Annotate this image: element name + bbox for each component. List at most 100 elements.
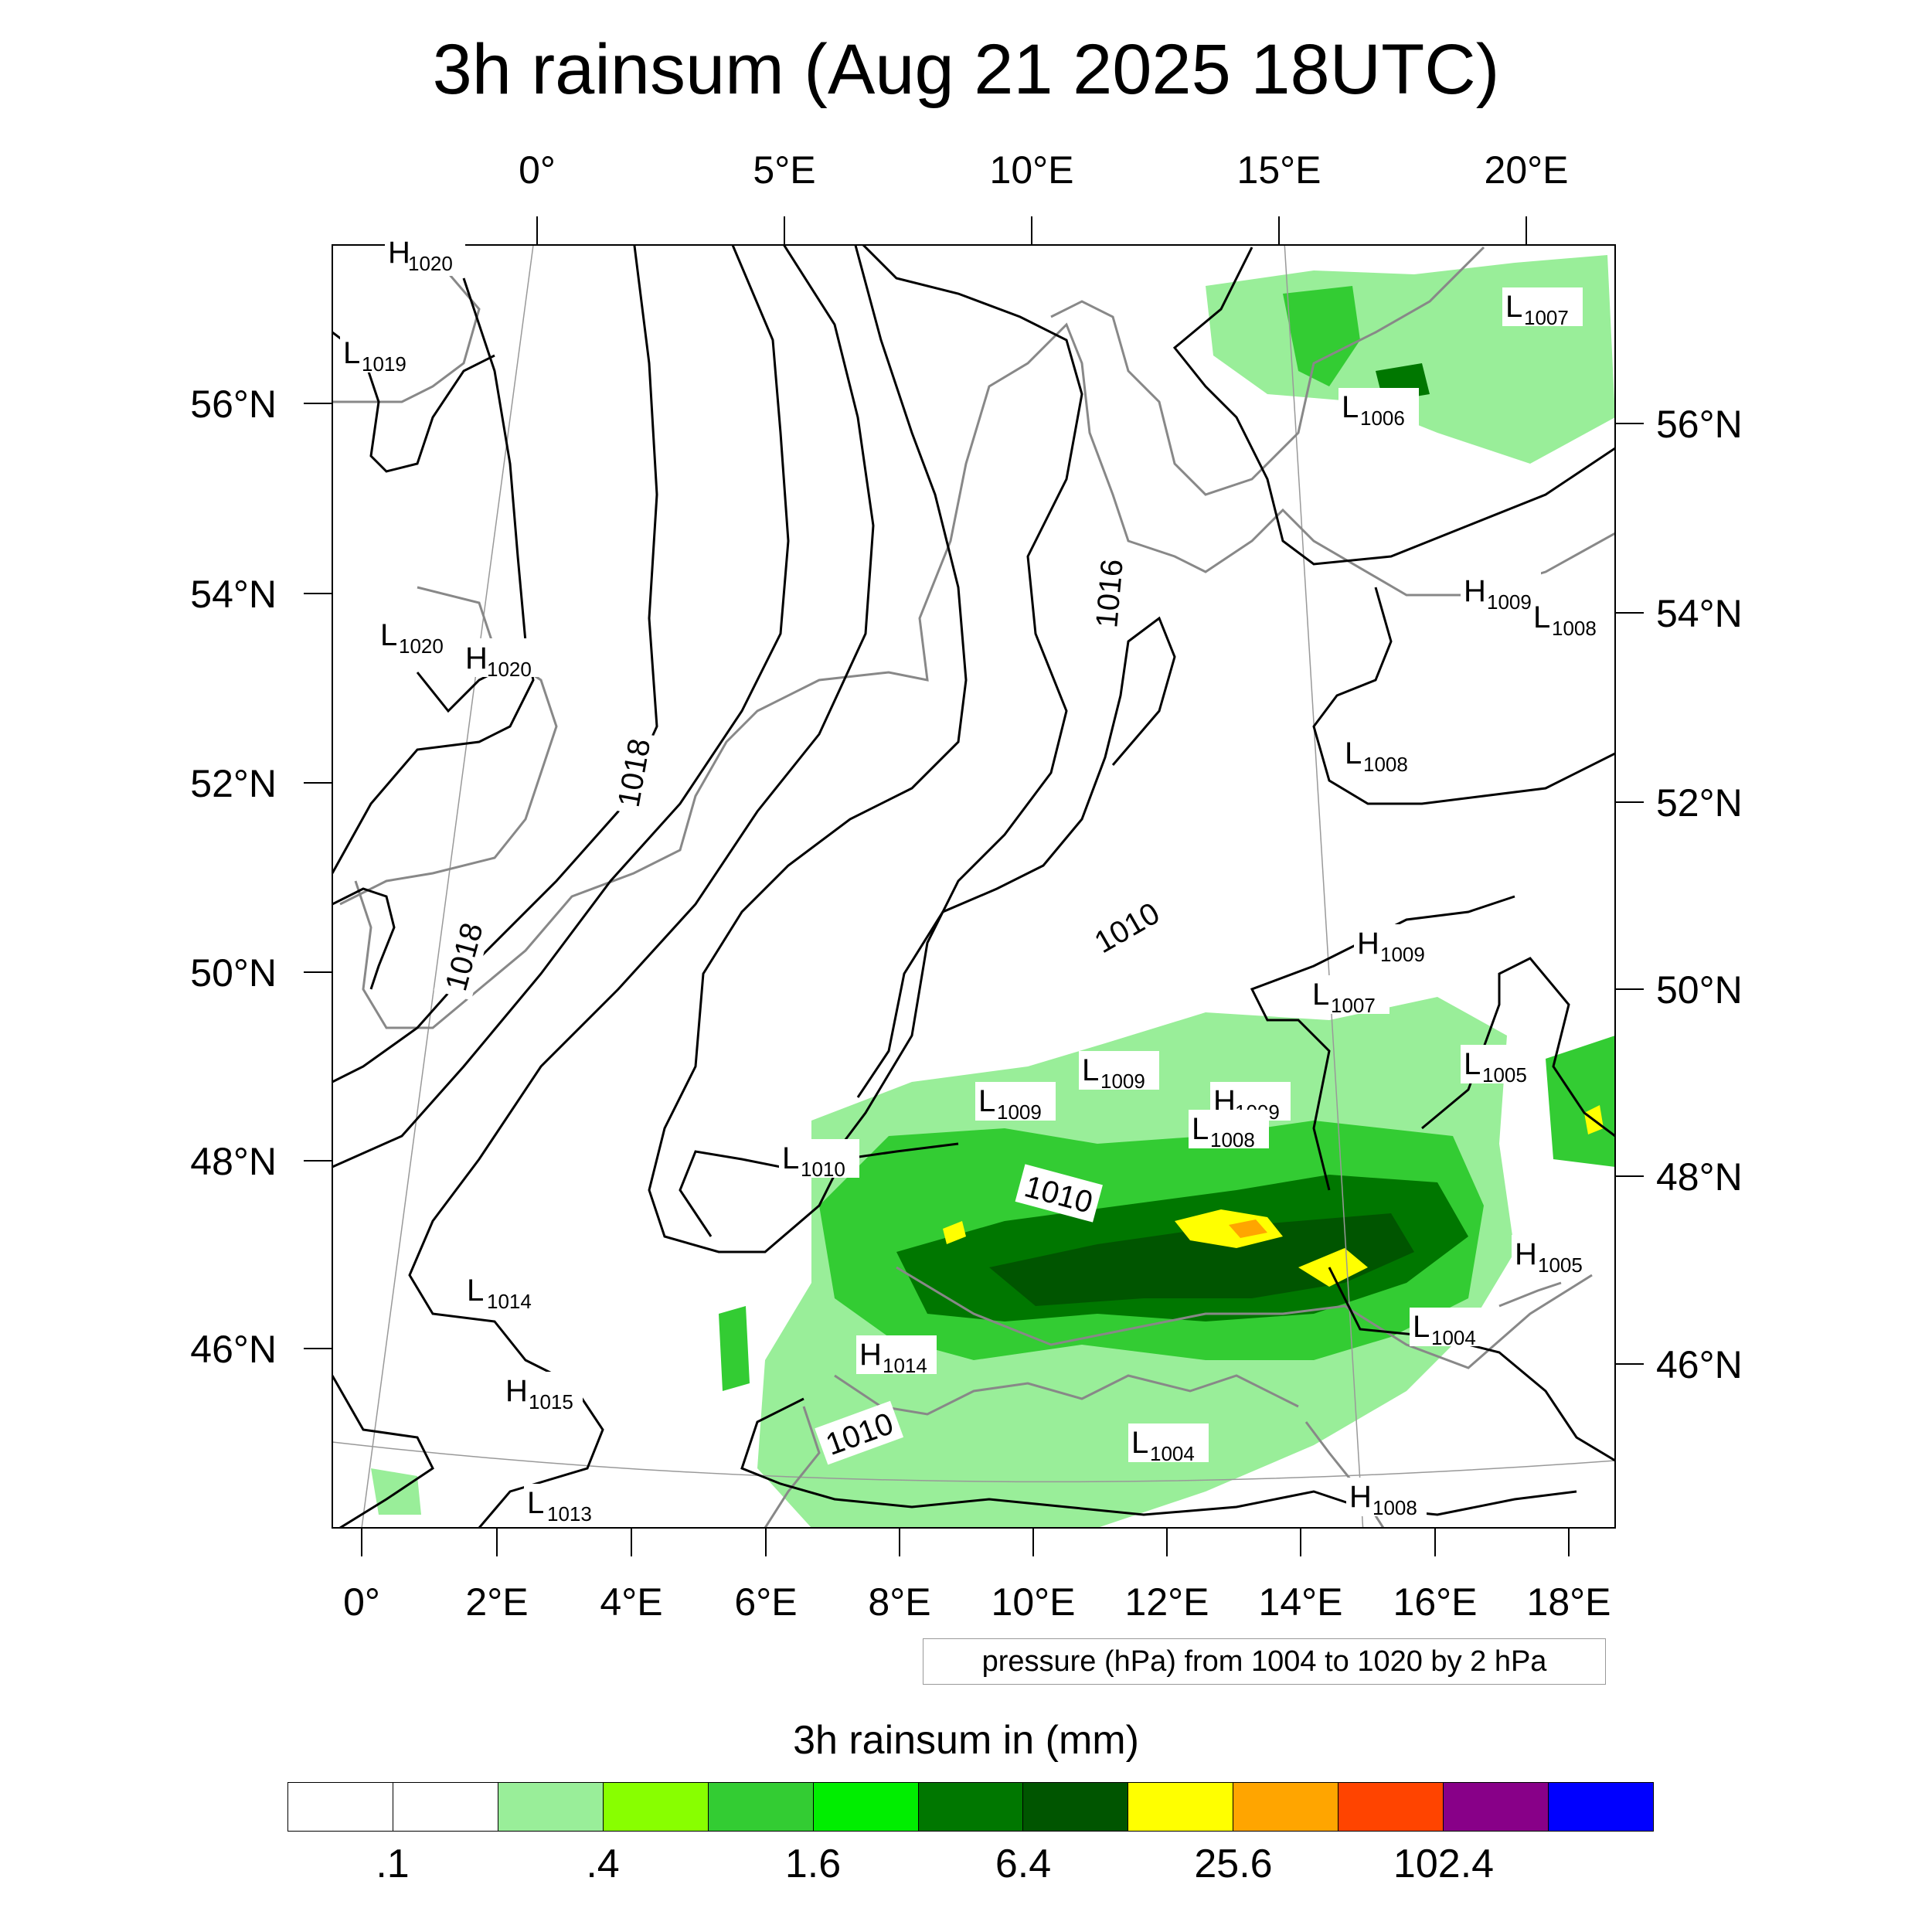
svg-text:H: H <box>1349 1480 1372 1514</box>
svg-text:1005: 1005 <box>1482 1063 1527 1087</box>
tick-label: 14°E <box>1259 1580 1343 1624</box>
pressure-center: L 1008 <box>1189 1110 1269 1151</box>
tick-label: 48°N <box>1656 1155 1743 1199</box>
pressure-center: L 1007 <box>1309 975 1389 1017</box>
tick-label: 8°E <box>868 1580 930 1624</box>
tick-label: 0° <box>519 148 556 192</box>
precipitation-field <box>371 255 1615 1528</box>
svg-text:1006: 1006 <box>1360 406 1405 430</box>
svg-text:1015: 1015 <box>529 1390 573 1413</box>
tick-label: 50°N <box>190 951 277 995</box>
svg-text:L: L <box>467 1274 484 1308</box>
svg-text:1008: 1008 <box>1210 1128 1255 1151</box>
tick-label: 46°N <box>190 1328 277 1371</box>
right-lat-labels: 56°N 54°N 52°N 50°N 48°N 46°N <box>1656 403 1743 1386</box>
isobar-label: 1018 <box>607 730 659 816</box>
svg-text:1008: 1008 <box>1372 1496 1417 1519</box>
svg-text:L: L <box>1505 290 1522 324</box>
rain-core-orange <box>1229 1219 1267 1238</box>
svg-text:1007: 1007 <box>1524 306 1569 329</box>
svg-text:L: L <box>782 1141 799 1175</box>
colorbar-bin <box>918 1783 1024 1831</box>
colorbar-label: 102.4 <box>1393 1842 1495 1886</box>
graticule <box>332 245 1615 1528</box>
colorbar-bin <box>813 1783 919 1831</box>
svg-text:L: L <box>1345 736 1362 770</box>
pressure-center: L 1004 <box>1410 1308 1490 1349</box>
colorbar-label: .1 <box>376 1842 410 1886</box>
rain-area-north-mid <box>1283 286 1360 386</box>
tick-label: 46°N <box>1656 1343 1743 1386</box>
svg-text:1019: 1019 <box>362 352 406 376</box>
svg-text:1013: 1013 <box>547 1502 592 1526</box>
svg-text:L: L <box>380 618 397 652</box>
svg-text:1008: 1008 <box>1363 753 1408 776</box>
svg-text:L: L <box>343 336 360 370</box>
svg-text:1010: 1010 <box>801 1158 845 1181</box>
isobar-labels: 1018 1018 1016 1010 1010 1010 <box>434 551 1172 1465</box>
left-lat-labels: 56°N 54°N 52°N 50°N 48°N 46°N <box>190 383 277 1371</box>
svg-text:L: L <box>1192 1112 1209 1146</box>
pressure-center: L 1005 <box>1461 1045 1541 1087</box>
tick-label: 56°N <box>1656 403 1743 446</box>
svg-text:H: H <box>388 236 410 270</box>
colorbar-bin <box>1233 1783 1339 1831</box>
rain-area-darker <box>989 1213 1414 1306</box>
plot-border <box>332 244 1616 1529</box>
svg-text:1014: 1014 <box>487 1290 532 1313</box>
svg-text:L: L <box>527 1486 544 1520</box>
rain-area-east <box>1546 1036 1615 1167</box>
pressure-center: L 1014 <box>464 1271 544 1313</box>
tick-label: 16°E <box>1393 1580 1478 1624</box>
pressure-center: L 1008 <box>1530 600 1611 649</box>
pressure-center: L 1009 <box>975 1082 1056 1124</box>
colorbar-bin <box>1128 1783 1234 1831</box>
contour-info-box: pressure (hPa) from 1004 to 1020 by 2 hP… <box>923 1638 1606 1685</box>
rain-area-sw <box>719 1306 750 1391</box>
svg-text:L: L <box>1312 978 1329 1012</box>
tick-label: 20°E <box>1485 148 1569 192</box>
tick-label: 4°E <box>600 1580 662 1624</box>
axis-ticks <box>304 216 1644 1556</box>
svg-text:1016: 1016 <box>1090 558 1130 629</box>
colorbar-label: 1.6 <box>784 1842 842 1886</box>
pressure-center: L 1019 <box>340 334 420 376</box>
tick-label: 52°N <box>190 762 277 805</box>
svg-text:1014: 1014 <box>883 1354 927 1377</box>
colorbar-bin <box>393 1783 498 1831</box>
tick-label: 48°N <box>190 1140 277 1183</box>
svg-text:H: H <box>505 1374 528 1408</box>
top-lon-labels: 0° 5°E 10°E 15°E 20°E <box>519 148 1568 192</box>
tick-label: 56°N <box>190 383 277 426</box>
svg-text:1008: 1008 <box>1552 617 1597 640</box>
pressure-center: L 1009 <box>1079 1051 1159 1093</box>
tick-label: 12°E <box>1125 1580 1209 1624</box>
svg-text:1005: 1005 <box>1538 1253 1583 1277</box>
tick-label: 6°E <box>734 1580 797 1624</box>
rain-core-yellow-3 <box>943 1221 966 1244</box>
pressure-center: L 1013 <box>524 1484 604 1526</box>
pressure-center: L 1006 <box>1338 388 1419 430</box>
tick-label: 18°E <box>1527 1580 1611 1624</box>
rain-core-yellow-1 <box>1175 1209 1283 1248</box>
colorbar-bin <box>498 1783 604 1831</box>
pressure-center: H 1014 <box>856 1335 937 1377</box>
colorbar-bin <box>1338 1783 1444 1831</box>
colorbar-bin <box>288 1783 393 1831</box>
pressure-center: H 1008 <box>1346 1478 1427 1519</box>
pressure-center: L 1020 <box>377 615 457 658</box>
tick-label: 10°E <box>992 1580 1076 1624</box>
colorbar <box>287 1782 1654 1832</box>
svg-text:L: L <box>1533 600 1550 634</box>
svg-text:H: H <box>1515 1237 1537 1271</box>
bottom-lon-labels: 0° 2°E 4°E 6°E 8°E 10°E 12°E 14°E 16°E 1… <box>343 1580 1611 1624</box>
svg-text:H: H <box>1357 927 1379 961</box>
map-title: 3h rainsum (Aug 21 2025 18UTC) <box>432 30 1500 109</box>
svg-text:1009: 1009 <box>1100 1070 1145 1093</box>
svg-text:1009: 1009 <box>1380 943 1425 966</box>
pressure-center: L 1010 <box>779 1139 859 1181</box>
